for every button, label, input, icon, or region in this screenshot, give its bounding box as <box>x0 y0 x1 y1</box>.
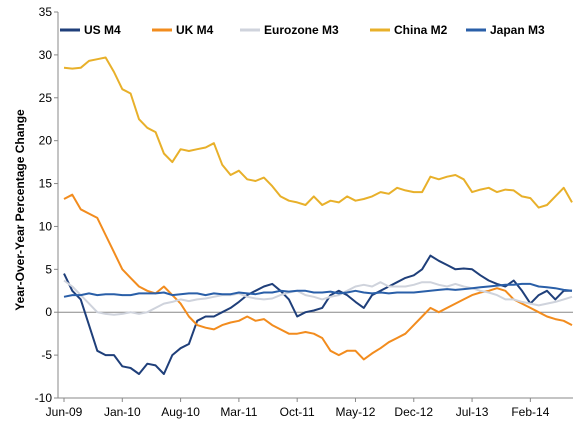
x-tick-label: Jun-09 <box>46 405 83 419</box>
legend-label-uk-m4: UK M4 <box>176 23 214 37</box>
series-line-uk-m4 <box>63 193 573 361</box>
series-layer <box>63 56 573 375</box>
x-tick-label: Aug-10 <box>161 405 200 419</box>
axes <box>57 12 573 399</box>
y-tick-label: 25 <box>39 91 53 105</box>
x-tick-label: Dec-12 <box>394 405 433 419</box>
y-axis-title: Year-Over-Year Percentage Change <box>13 109 27 311</box>
x-axis-ticks: Jun-09 Jan-10 Aug-10 Mar-11 Oct-11 May-12 Dec-… <box>46 398 550 419</box>
y-tick-label: 5 <box>45 262 52 276</box>
legend-label-eurozone-m3: Eurozone M3 <box>264 23 339 37</box>
y-tick-label: 35 <box>39 5 53 19</box>
y-tick-label: 15 <box>39 177 53 191</box>
x-tick-label: Jul-13 <box>456 405 489 419</box>
legend-label-china-m2: China M2 <box>394 23 448 37</box>
y-tick-label: 30 <box>39 48 53 62</box>
legend-label-us-m4: US M4 <box>84 23 121 37</box>
x-tick-label: May-12 <box>335 405 375 419</box>
legend-label-japan-m3: Japan M3 <box>490 23 545 37</box>
y-tick-label: 20 <box>39 134 53 148</box>
x-tick-label: Feb-14 <box>511 405 549 419</box>
series-line-china-m2 <box>63 56 573 209</box>
series-line-eurozone-m3 <box>63 279 573 316</box>
y-axis-ticks: -10 -5 0 5 10 15 20 25 30 35 <box>35 5 58 405</box>
y-tick-label: -5 <box>41 348 52 362</box>
series-line-us-m4 <box>63 254 572 375</box>
y-tick-label: -10 <box>35 391 53 405</box>
series-line-japan-m3 <box>63 282 573 298</box>
y-tick-label: 0 <box>45 305 52 319</box>
x-tick-label: Mar-11 <box>220 405 257 419</box>
legend: US M4 UK M4 Eurozone M3 China M2 Japan M3 <box>60 23 545 37</box>
y-tick-label: 10 <box>39 219 53 233</box>
x-tick-label: Jan-10 <box>104 405 141 419</box>
x-tick-label: Oct-11 <box>280 405 315 419</box>
